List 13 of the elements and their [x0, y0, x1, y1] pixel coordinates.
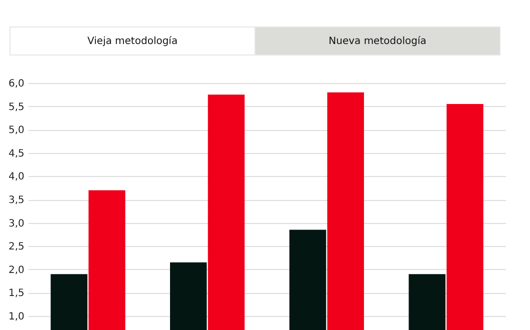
y-tick-label: 1,5 — [8, 288, 24, 300]
y-tick-label: 4,0 — [8, 172, 24, 183]
y-tick-label: 2,5 — [8, 242, 24, 253]
y-tick-label: 5,5 — [8, 102, 24, 113]
y-tick-label: 5,0 — [8, 125, 24, 136]
y-tick-label: 3,0 — [8, 218, 24, 230]
y-tick-label: 2,0 — [8, 264, 24, 276]
y-tick-label: 4,5 — [8, 148, 24, 160]
y-tick-label: 1,0 — [8, 312, 24, 323]
y-tick-label: 3,5 — [8, 195, 24, 206]
y-tick-label: 6,0 — [8, 78, 24, 90]
text: Vieja metodología — [87, 36, 178, 47]
text: Nueva metodología — [328, 36, 426, 47]
